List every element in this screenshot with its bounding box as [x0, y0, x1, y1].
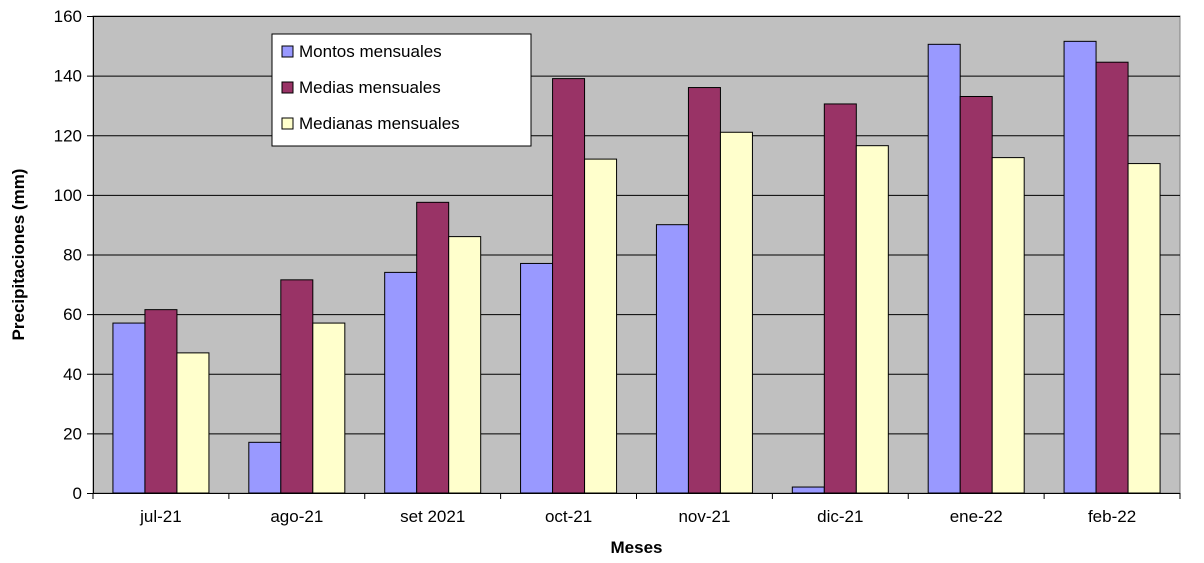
- x-tick-label: dic-21: [817, 507, 863, 526]
- bar: [719, 131, 753, 494]
- x-tick-label: ene-22: [950, 507, 1003, 526]
- legend: Montos mensuales Medias mensuales Medianas…: [271, 33, 532, 147]
- y-axis-title: Precipitaciones (mm): [9, 169, 28, 341]
- bar: [1095, 61, 1129, 494]
- y-tick-label: 120: [54, 126, 82, 145]
- y-tick-label: 140: [54, 67, 82, 86]
- x-tick-label: ago-21: [270, 507, 323, 526]
- bar: [552, 78, 586, 494]
- x-tick-label: set 2021: [400, 507, 465, 526]
- x-tick-label: nov-21: [678, 507, 730, 526]
- legend-swatch: [281, 45, 294, 58]
- bar: [584, 158, 618, 494]
- bar: [927, 43, 961, 494]
- bar: [520, 262, 554, 494]
- bar: [1063, 40, 1097, 494]
- bar: [248, 441, 282, 494]
- bar: [823, 103, 857, 494]
- y-tick-label: 40: [63, 365, 82, 384]
- bar: [687, 87, 721, 494]
- legend-label: Medias mensuales: [299, 78, 441, 97]
- bar: [280, 279, 314, 494]
- bar: [791, 486, 825, 494]
- bar: [312, 322, 346, 494]
- y-tick-label: 20: [63, 424, 82, 443]
- bar: [448, 236, 482, 494]
- x-tick-label: feb-22: [1088, 507, 1136, 526]
- bar: [176, 352, 210, 494]
- bar: [112, 322, 146, 494]
- legend-box: [271, 33, 532, 147]
- bar: [1127, 163, 1161, 494]
- legend-swatch: [281, 81, 294, 94]
- bar: [855, 145, 889, 494]
- legend-swatch: [281, 117, 294, 130]
- y-axis: 0 20 40 60 80 100 120 140 160: [54, 7, 94, 503]
- bar: [655, 224, 689, 494]
- y-tick-label: 60: [63, 305, 82, 324]
- y-tick-label: 0: [73, 484, 82, 503]
- x-axis-title: Meses: [611, 538, 663, 557]
- y-tick-label: 80: [63, 246, 82, 265]
- bar: [416, 201, 450, 494]
- bars: [112, 40, 1161, 494]
- bar: [959, 95, 993, 494]
- legend-label: Montos mensuales: [299, 42, 442, 61]
- bar: [144, 309, 178, 494]
- y-tick-label: 100: [54, 186, 82, 205]
- x-tick-label: jul-21: [139, 507, 182, 526]
- bar: [384, 271, 418, 494]
- y-tick-label: 160: [54, 7, 82, 26]
- bar: [991, 157, 1025, 494]
- legend-label: Medianas mensuales: [299, 114, 460, 133]
- x-axis: jul-21 ago-21 set 2021 oct-21 nov-21 dic-21 en…: [92, 493, 1181, 526]
- x-tick-label: oct-21: [545, 507, 592, 526]
